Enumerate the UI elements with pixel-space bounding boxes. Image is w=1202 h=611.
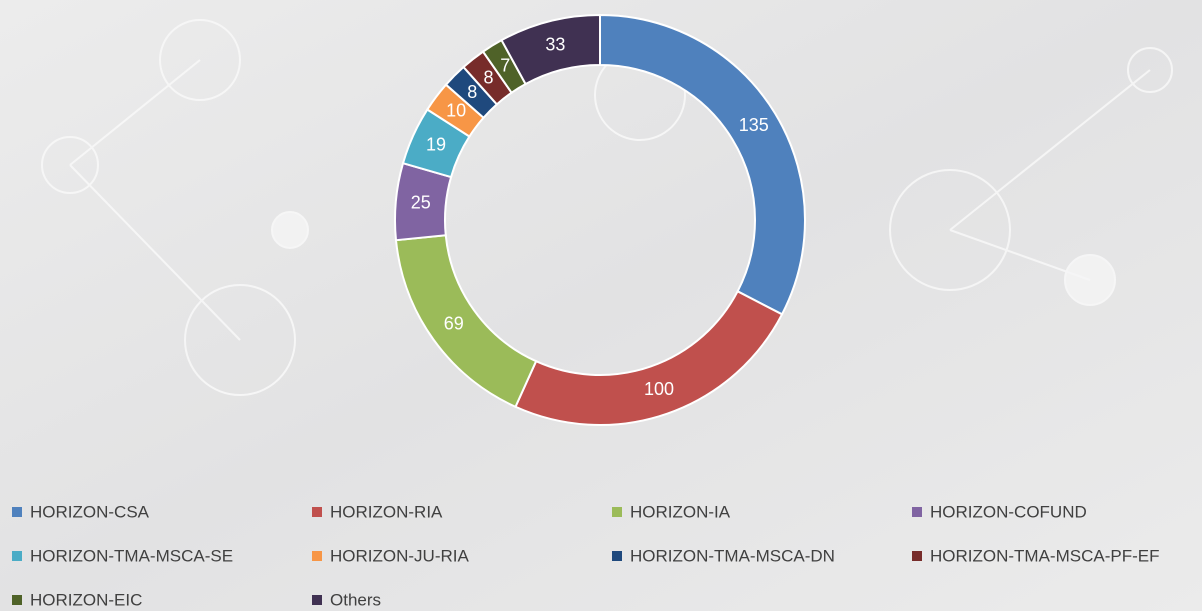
- legend-label: HORIZON-RIA: [330, 502, 443, 521]
- legend-swatch: [312, 507, 322, 517]
- legend-label: HORIZON-IA: [630, 502, 731, 521]
- legend-swatch: [612, 507, 622, 517]
- legend-swatch: [12, 551, 22, 561]
- legend-swatch: [612, 551, 622, 561]
- data-label: 8: [484, 67, 494, 87]
- data-label: 33: [545, 34, 565, 54]
- legend-swatch: [12, 507, 22, 517]
- legend-label: Others: [330, 590, 381, 609]
- data-label: 19: [426, 135, 446, 155]
- legend-swatch: [12, 595, 22, 605]
- legend-swatch: [312, 551, 322, 561]
- data-label: 8: [467, 82, 477, 102]
- data-label: 69: [444, 314, 464, 334]
- data-label: 100: [644, 379, 674, 399]
- legend-label: HORIZON-TMA-MSCA-SE: [30, 546, 233, 565]
- data-label: 25: [411, 192, 431, 212]
- legend-label: HORIZON-TMA-MSCA-DN: [630, 546, 835, 565]
- data-label: 7: [500, 56, 510, 76]
- data-label: 135: [739, 115, 769, 135]
- donut-segment: [500, 13, 601, 86]
- legend-label: HORIZON-TMA-MSCA-PF-EF: [930, 546, 1159, 565]
- legend-label: HORIZON-JU-RIA: [330, 546, 469, 565]
- legend-swatch: [912, 507, 922, 517]
- legend-label: HORIZON-CSA: [30, 502, 150, 521]
- legend-swatch: [312, 595, 322, 605]
- donut-segment: [599, 13, 806, 316]
- decoration: [41, 19, 1173, 396]
- data-label: 10: [446, 101, 466, 121]
- legend-label: HORIZON-COFUND: [930, 502, 1087, 521]
- legend-label: HORIZON-EIC: [30, 590, 142, 609]
- legend-swatch: [912, 551, 922, 561]
